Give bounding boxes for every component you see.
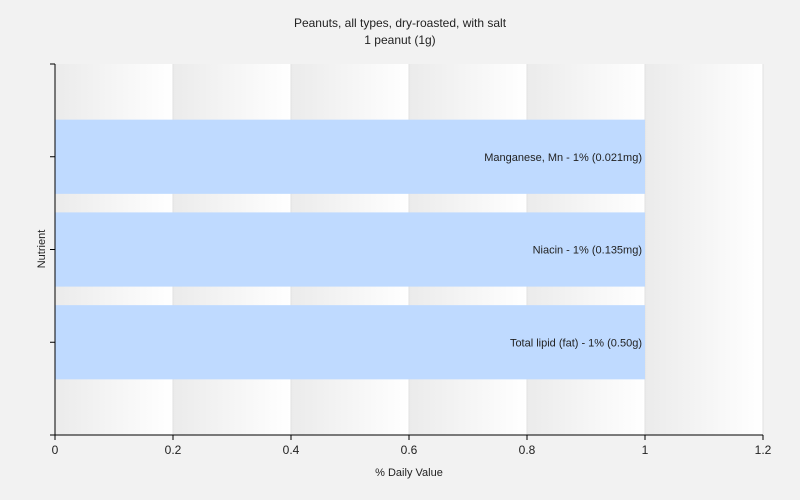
x-axis-title: % Daily Value bbox=[375, 467, 443, 479]
x-tick-label: 0.6 bbox=[401, 443, 418, 457]
x-tick-label: 1 bbox=[642, 443, 649, 457]
bar bbox=[55, 305, 645, 380]
bar bbox=[55, 119, 645, 194]
x-tick-label: 0.4 bbox=[283, 443, 300, 457]
x-ticks: 0 0.2 0.4 0.6 0.8 1 1.2 bbox=[52, 435, 772, 457]
bar bbox=[55, 212, 645, 287]
x-tick-label: 0 bbox=[52, 443, 59, 457]
x-tick-label: 0.2 bbox=[165, 443, 182, 457]
x-tick-label: 0.8 bbox=[519, 443, 536, 457]
chart-title: Peanuts, all types, dry-roasted, with sa… bbox=[294, 16, 507, 30]
chart-subtitle: 1 peanut (1g) bbox=[364, 33, 435, 47]
y-ticks bbox=[50, 63, 55, 436]
x-tick-label: 1.2 bbox=[755, 443, 772, 457]
bar-label: Manganese, Mn - 1% (0.021mg) bbox=[484, 152, 642, 164]
grid-band bbox=[645, 64, 763, 435]
bars: Manganese, Mn - 1% (0.021mg) Niacin - 1% … bbox=[55, 119, 645, 380]
bar-label: Total lipid (fat) - 1% (0.50g) bbox=[510, 337, 642, 349]
y-axis-title: Nutrient bbox=[36, 230, 48, 269]
bar-label: Niacin - 1% (0.135mg) bbox=[533, 245, 642, 257]
